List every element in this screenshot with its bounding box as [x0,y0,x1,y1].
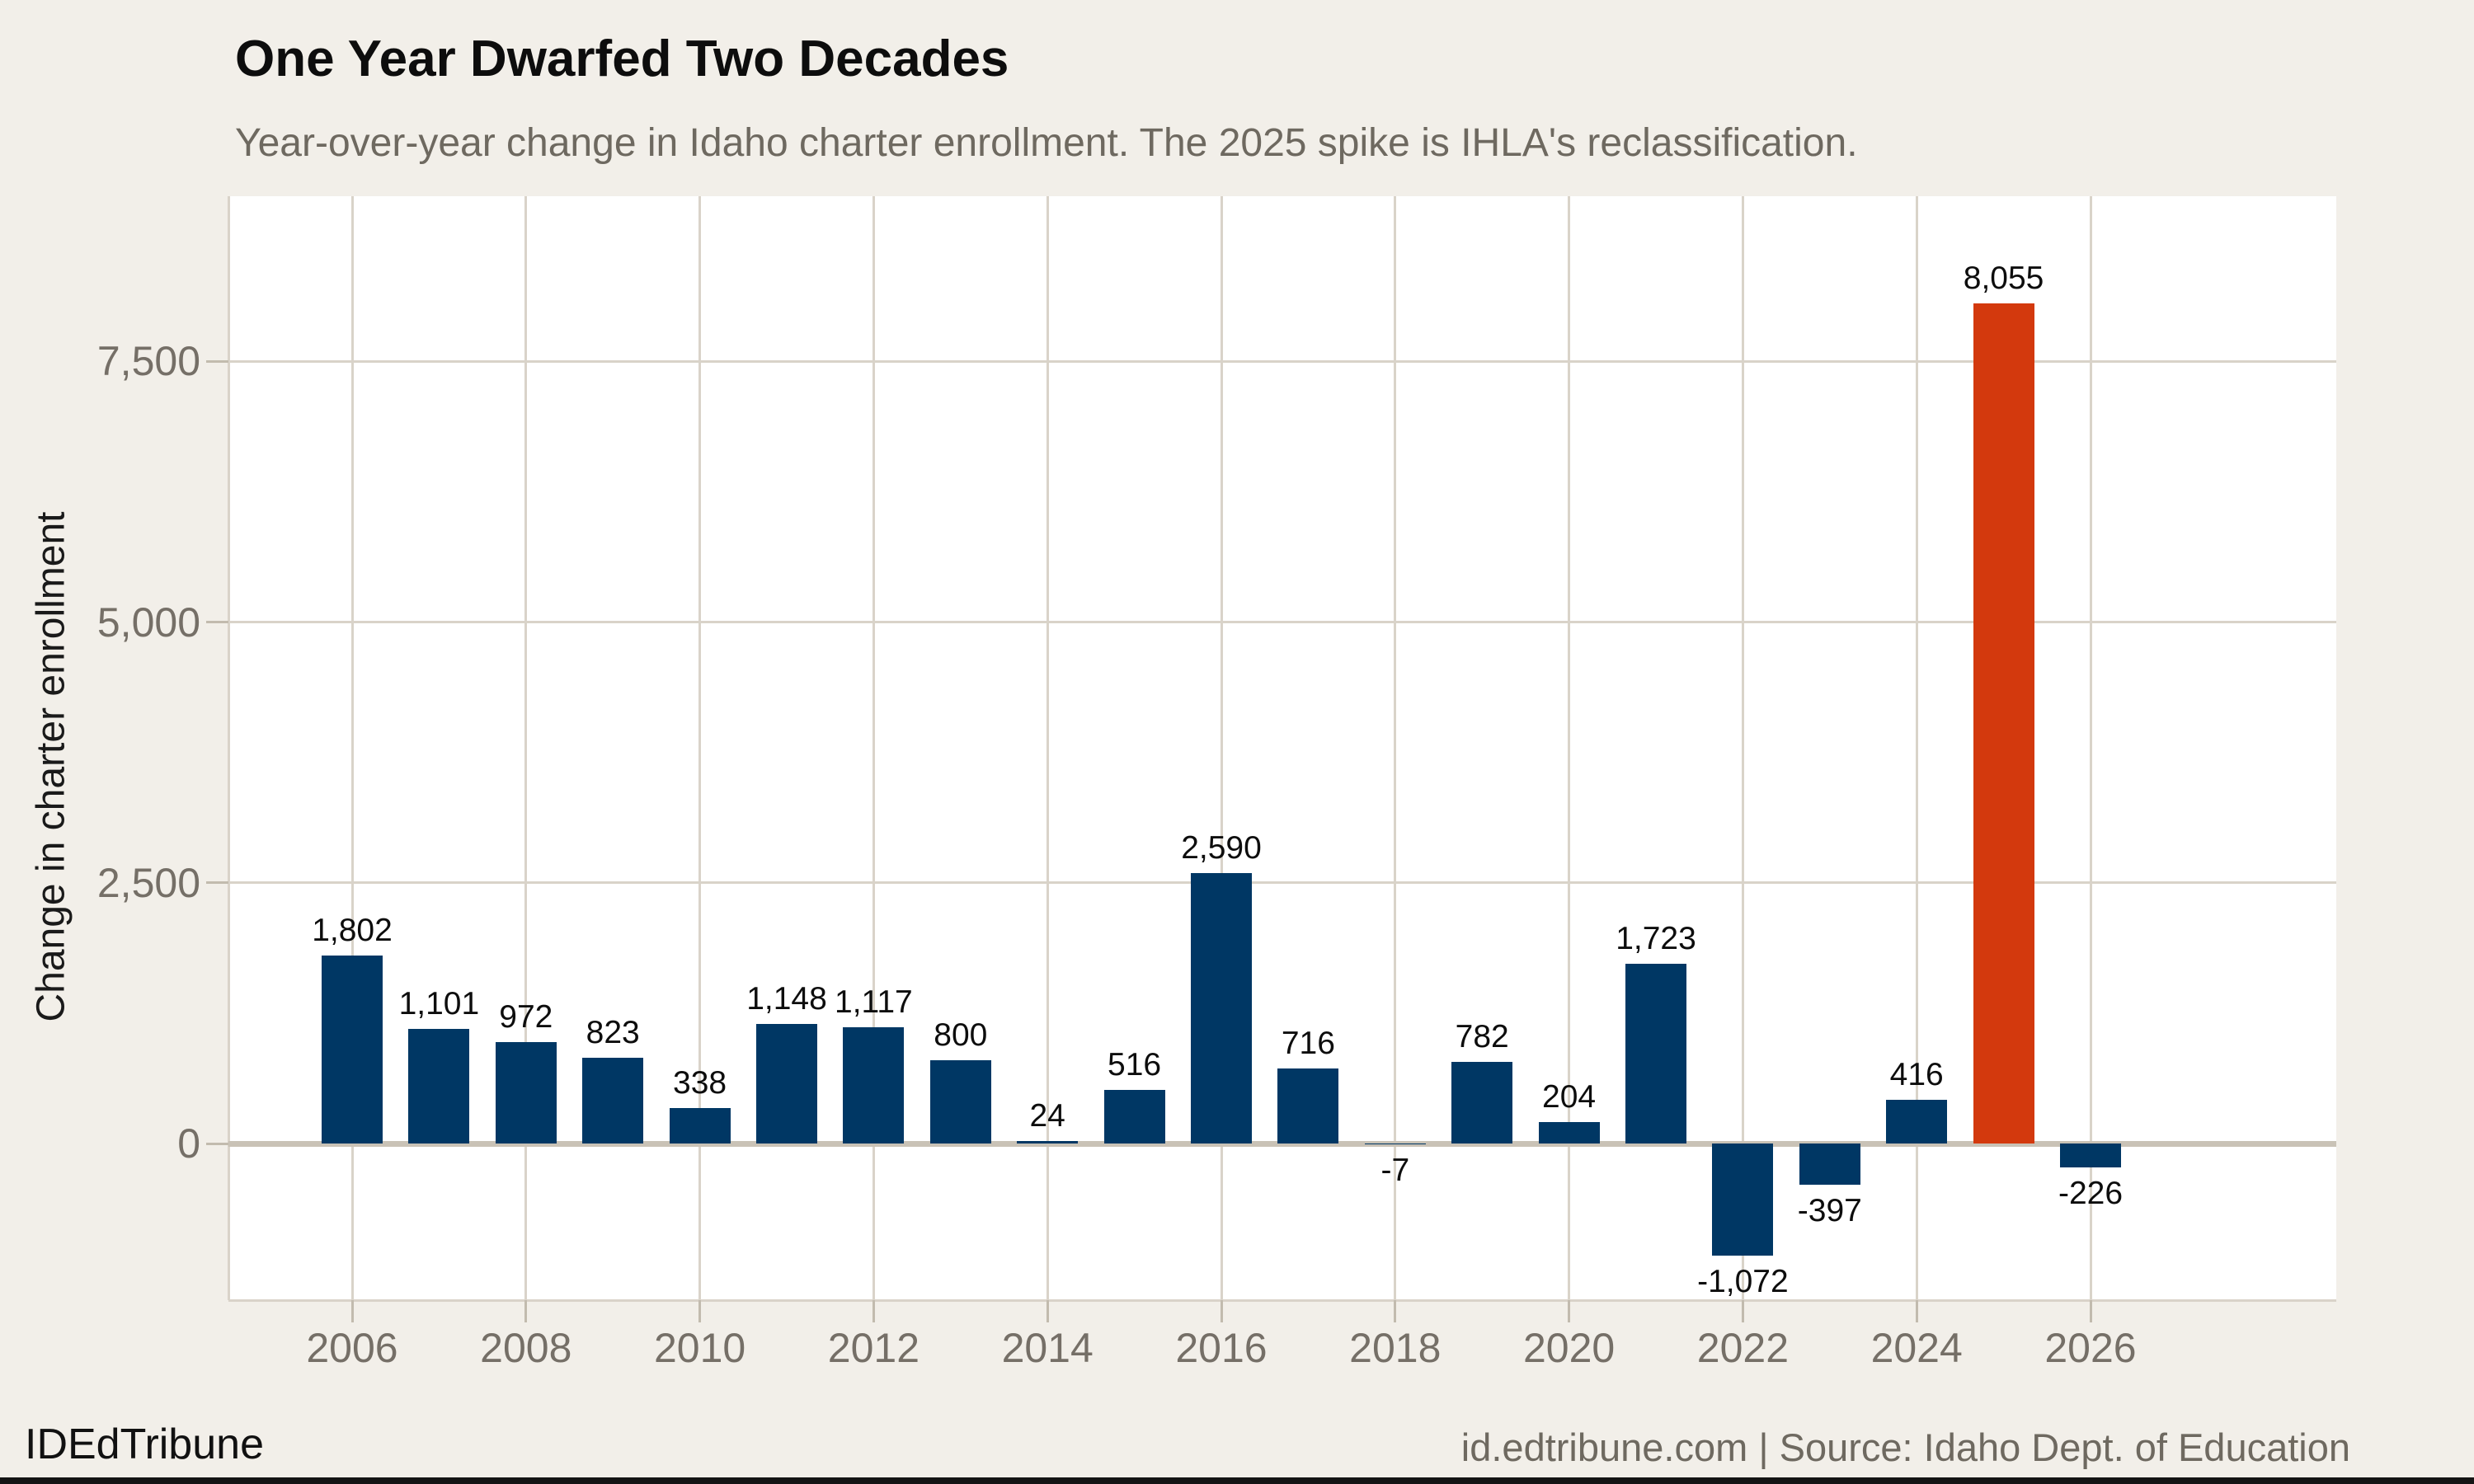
bar-2014 [1017,1140,1079,1144]
bar-value-label: 1,148 [746,980,827,1017]
bar-2008 [495,1042,557,1144]
bar-value-label: 716 [1281,1026,1335,1062]
x-tick-label: 2006 [306,1325,398,1371]
bottom-edge-bar [0,1477,2474,1484]
x-tick-mark [1568,1300,1571,1322]
x-tick-label: 2014 [1001,1325,1094,1371]
bar-2010 [669,1108,731,1144]
y-tick-label: 5,000 [96,599,200,646]
chart-title: One Year Dwarfed Two Decades [235,31,1009,87]
x-tick-label: 2018 [1349,1325,1442,1371]
bar-value-label: 1,723 [1616,921,1696,957]
vertical-gridline [350,196,354,1300]
bar-2020 [1538,1122,1600,1144]
bar-value-label: -1,072 [1697,1263,1789,1299]
x-tick-mark [1915,1300,1918,1322]
vertical-gridline [1220,196,1223,1300]
x-tick-label: 2024 [1870,1325,1963,1371]
y-tick-mark [206,621,228,624]
vertical-gridline [1915,196,1918,1300]
footer-brand: IDEdTribune [25,1421,264,1468]
bar-value-label: 782 [1455,1019,1509,1055]
horizontal-gridline [228,881,2336,885]
bar-value-label: 2,590 [1181,830,1262,866]
x-tick-mark [1394,1300,1397,1322]
x-tick-mark [1741,1300,1744,1322]
bar-2017 [1277,1068,1339,1144]
x-tick-label: 2026 [2044,1325,2137,1371]
x-tick-mark [2089,1300,2092,1322]
y-tick-label: 0 [177,1120,200,1167]
bar-2011 [756,1023,817,1144]
bar-value-label: 8,055 [1963,261,2044,297]
bar-2022 [1712,1144,1774,1256]
bar-2021 [1625,964,1686,1144]
y-tick-mark [206,359,228,363]
bar-2016 [1191,873,1252,1144]
bar-2025 [1973,303,2034,1144]
x-tick-mark [872,1300,875,1322]
plot-bottom-border [228,1298,2336,1302]
x-tick-mark [1220,1300,1223,1322]
bar-value-label: 823 [586,1014,640,1050]
x-tick-label: 2012 [827,1325,920,1371]
vertical-gridline [1046,196,1049,1300]
vertical-gridline [2089,196,2092,1300]
bar-2026 [2060,1144,2121,1167]
bar-value-label: 204 [1542,1079,1597,1115]
vertical-gridline [1394,196,1397,1300]
bar-2006 [322,956,383,1144]
bar-2019 [1451,1062,1513,1144]
x-tick-mark [1046,1300,1049,1322]
bar-value-label: 972 [499,999,553,1036]
y-tick-label: 7,500 [96,338,200,385]
y-tick-mark [206,881,228,885]
x-tick-label: 2020 [1522,1325,1616,1371]
footer-source: id.edtribune.com | Source: Idaho Dept. o… [1460,1425,2350,1469]
x-tick-label: 2016 [1175,1325,1268,1371]
y-axis-label: Change in charter enrollment [29,511,73,1022]
chart-subtitle: Year-over-year change in Idaho charter e… [235,121,1858,165]
vertical-gridline [524,196,528,1300]
x-tick-mark [524,1300,528,1322]
bar-2023 [1799,1144,1860,1186]
x-tick-mark [350,1300,354,1322]
x-tick-label: 2008 [480,1325,572,1371]
bar-2013 [929,1059,991,1144]
vertical-gridline [1568,196,1571,1300]
vertical-gridline [698,196,702,1300]
bar-2007 [408,1028,470,1144]
bar-value-label: -7 [1380,1153,1410,1188]
y-tick-label: 2,500 [96,859,200,906]
vertical-gridline [872,196,875,1300]
bar-value-label: 24 [1029,1097,1065,1134]
bar-value-label: 1,802 [312,913,393,949]
horizontal-gridline [228,621,2336,624]
bar-2012 [843,1026,905,1144]
bar-value-label: 516 [1108,1046,1162,1082]
zero-axis-line [228,1140,2336,1147]
bar-2015 [1103,1089,1165,1144]
bar-value-label: 1,117 [835,984,913,1020]
bar-2009 [582,1057,644,1144]
bar-value-label: -226 [2058,1175,2124,1211]
x-tick-label: 2022 [1696,1325,1789,1371]
bar-2024 [1886,1100,1948,1144]
x-tick-label: 2010 [653,1325,746,1371]
bar-value-label: 338 [673,1065,727,1101]
plot-left-border [227,196,230,1300]
bar-value-label: 800 [934,1017,988,1053]
x-tick-mark [698,1300,702,1322]
bar-value-label: 1,101 [398,985,480,1021]
vertical-gridline [1741,196,1744,1300]
bar-value-label: -397 [1797,1193,1862,1229]
bar-value-label: 416 [1889,1057,1944,1093]
y-tick-mark [206,1142,228,1145]
horizontal-gridline [228,359,2336,363]
